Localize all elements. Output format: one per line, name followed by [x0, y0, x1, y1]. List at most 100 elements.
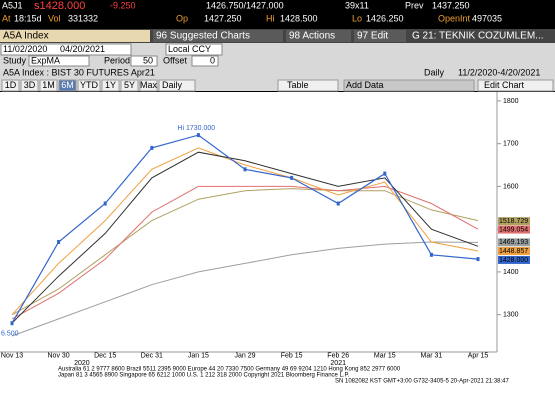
oi: 497035	[472, 13, 502, 23]
footer-line: Japan 81 3 4565 8900 Singapore 65 6212 1…	[58, 373, 350, 379]
vol: 331332	[68, 13, 98, 23]
button-label: 98 Actions	[289, 31, 335, 42]
y-tick-label: 1800	[503, 98, 519, 105]
lo: 1426.250	[366, 13, 404, 23]
button[interactable]	[354, 30, 406, 42]
series-line	[11, 188, 479, 316]
change: -9.250	[110, 0, 136, 10]
x-tick-label: Feb 15	[281, 352, 303, 359]
op: 1427.250	[204, 13, 242, 23]
hi-label: Hi	[266, 13, 275, 23]
period-input[interactable]	[130, 55, 158, 67]
prev: 1437.250	[432, 0, 470, 10]
candle	[336, 201, 340, 206]
period-label: 1D	[5, 80, 17, 90]
x-tick-label: Mar 15	[374, 352, 396, 359]
period-button[interactable]	[77, 79, 101, 92]
period-button[interactable]	[101, 79, 120, 92]
x-tick-label: Feb 26	[327, 352, 349, 359]
series-line	[11, 185, 479, 320]
candle	[10, 321, 14, 326]
study-name: ExpMA	[31, 55, 60, 65]
period-label: Period	[104, 55, 130, 65]
candle	[243, 167, 247, 172]
offset-input[interactable]	[191, 55, 219, 67]
start-label: 6.500	[1, 330, 19, 337]
range-end: 04/20/2021	[60, 44, 105, 54]
button-label: 96 Suggested Charts	[156, 31, 250, 42]
oi-label: OpenInt	[438, 13, 471, 23]
offset-label: Offset	[163, 55, 187, 65]
period-label: Max	[140, 80, 158, 90]
series-line	[11, 147, 479, 316]
add-data-label: Add Data	[346, 80, 384, 90]
last-value-label: 1469.193	[499, 239, 528, 246]
footer-bg	[0, 360, 555, 400]
ccy: Local CCY	[168, 44, 211, 54]
bidask: 1426.750/1427.000	[206, 0, 284, 10]
footer-line: Australia 61 2 9777 8600 Brazil 5511 239…	[58, 367, 401, 373]
y-tick-label: 1700	[503, 141, 519, 148]
last: s1428.000	[34, 0, 85, 12]
hi: 1428.500	[280, 13, 318, 23]
period-button[interactable]	[139, 79, 158, 92]
footer-line: SN 1082082 KST GMT+3:00 G732-3405-5 20-A…	[335, 379, 509, 385]
chart-title: A5A Index : BIST 30 FUTURES Apr21	[3, 67, 155, 77]
lo-label: Lo	[352, 13, 362, 23]
ccy-select[interactable]	[165, 43, 223, 56]
candle	[103, 201, 107, 206]
period-button[interactable]	[39, 79, 58, 92]
x-tick-label: Nov 30	[48, 352, 70, 359]
range-start: 11/02/2020	[3, 44, 47, 54]
period-button[interactable]	[120, 79, 139, 92]
ticker-box[interactable]	[0, 30, 150, 42]
x-tick-label: Nov 13	[1, 352, 23, 359]
period-label: YTD	[80, 80, 99, 90]
last-value-label: 1428.000	[499, 257, 528, 264]
last-value-box	[498, 238, 530, 247]
prev-label: Prev	[405, 0, 424, 10]
daily-label: Daily	[162, 80, 183, 90]
period: 50	[143, 55, 153, 65]
table-label: Table	[287, 80, 309, 90]
freq: Daily	[424, 67, 445, 77]
op-label: Op	[176, 13, 188, 23]
candle	[196, 133, 200, 138]
last-value-label: 1499.054	[499, 226, 528, 233]
period-label: 3D	[24, 80, 36, 90]
period-label: 1Y	[105, 80, 116, 90]
span: 11/2/2020-4/20/2021	[458, 67, 540, 77]
offset: 0	[210, 55, 215, 65]
table-button[interactable]	[277, 79, 339, 92]
y-tick-label: 1400	[503, 269, 519, 276]
button-label: 97 Edit	[357, 31, 388, 42]
annotation: Hi 1730.000	[177, 125, 215, 132]
at: At	[2, 13, 11, 23]
date-range[interactable]	[0, 43, 132, 56]
y-tick-label: 1300	[503, 312, 519, 319]
candle	[290, 175, 294, 180]
last-value-box	[498, 255, 530, 264]
last-value-label: 1448.857	[499, 248, 528, 255]
last-value-box	[498, 247, 530, 256]
page-title: G 21: TEKNIK COZUMLEM...	[412, 31, 544, 42]
time: 18:15d	[14, 13, 42, 23]
period-button[interactable]	[20, 79, 39, 92]
x-tick-label: Mar 31	[421, 352, 443, 359]
button[interactable]	[286, 30, 351, 42]
button[interactable]	[153, 30, 283, 42]
add-data[interactable]	[343, 79, 475, 92]
series-line	[11, 151, 479, 324]
study-select[interactable]	[28, 55, 90, 67]
edit-chart[interactable]	[477, 79, 554, 92]
year-label: 2020	[74, 360, 90, 367]
x-tick-label: Dec 31	[141, 352, 163, 359]
period-button[interactable]	[58, 79, 77, 92]
last-value-box	[498, 217, 530, 226]
last-value-label: 1518.729	[499, 218, 528, 225]
size: 39x11	[345, 0, 369, 10]
period-label: 5Y	[124, 80, 135, 90]
daily-select[interactable]	[158, 79, 196, 92]
period-button[interactable]	[1, 79, 20, 92]
